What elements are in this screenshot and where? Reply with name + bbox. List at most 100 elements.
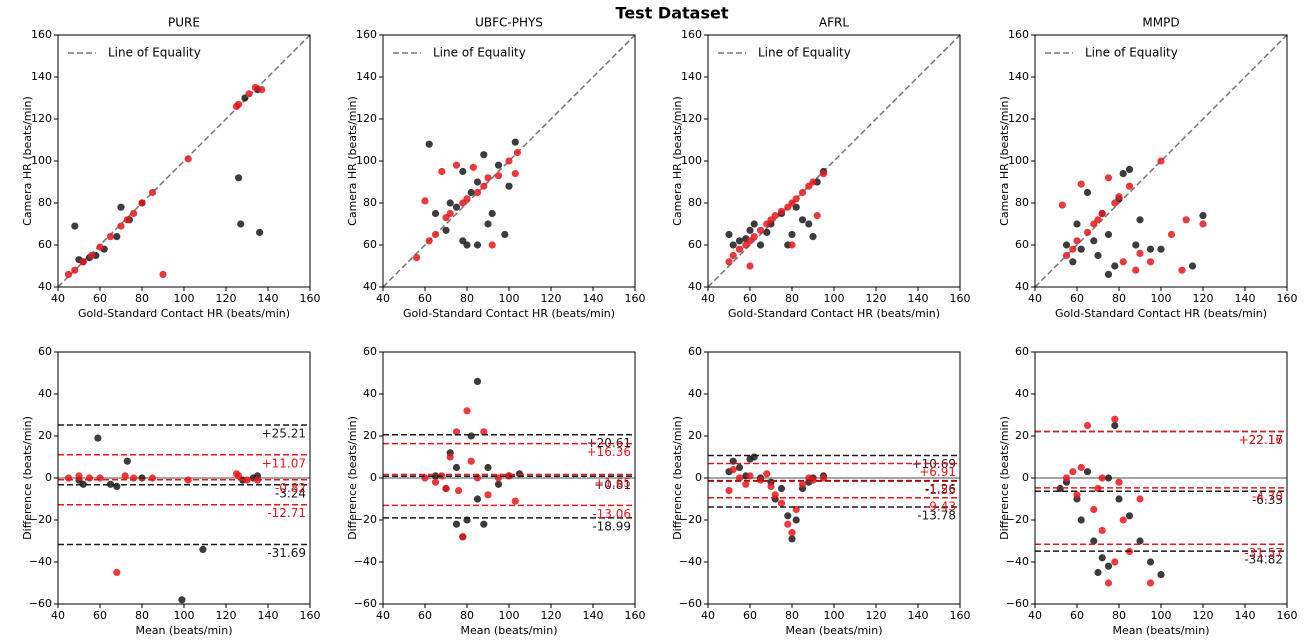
point <box>484 174 492 182</box>
subplot-title: MMPD <box>1142 16 1179 30</box>
point <box>792 195 800 203</box>
point <box>1115 495 1123 503</box>
x-tick-label: 160 <box>300 609 321 622</box>
x-axis-label: Gold-Standard Contact HR (beats/min) <box>728 307 940 320</box>
point <box>729 251 737 260</box>
y-tick-label: −20 <box>679 513 702 526</box>
x-tick-label: 140 <box>1235 609 1256 622</box>
y-tick-label: 60 <box>38 238 52 251</box>
reference-label: -13.06 <box>592 507 631 521</box>
point <box>446 209 454 218</box>
point <box>1090 537 1098 545</box>
reference-label: -9.43 <box>925 499 956 513</box>
x-tick-label: 160 <box>1277 609 1298 622</box>
y-tick-label: −20 <box>354 513 377 526</box>
point <box>1104 579 1113 587</box>
point <box>788 535 796 543</box>
subplot: 40 60 80 100 120 140 160 40 60 80 100 120 140 160 UBFC… <box>346 16 646 321</box>
point <box>742 480 750 488</box>
point <box>777 499 786 507</box>
point <box>1119 170 1127 178</box>
reference-label: -1.26 <box>925 482 956 496</box>
y-tick-label: 40 <box>688 280 702 293</box>
point <box>1073 491 1081 499</box>
point <box>138 474 146 482</box>
y-tick-label: −40 <box>679 555 702 568</box>
point <box>113 482 121 490</box>
point <box>431 230 440 239</box>
x-tick-label: 40 <box>51 292 65 305</box>
x-tick-label: 100 <box>824 292 845 305</box>
point <box>473 495 482 503</box>
y-tick-label: 100 <box>681 154 702 167</box>
point <box>784 520 792 528</box>
x-tick-label: 80 <box>460 292 474 305</box>
x-tick-label: 40 <box>701 292 715 305</box>
point <box>756 226 765 234</box>
y-tick-label: −60 <box>354 597 377 610</box>
legend-label: Line of Equality <box>758 46 851 60</box>
point <box>1167 230 1176 239</box>
points <box>1058 157 1207 278</box>
y-tick-label: 120 <box>356 112 377 125</box>
point <box>750 453 758 461</box>
figure-title: Test Dataset <box>616 4 729 23</box>
x-tick-label: 120 <box>541 292 562 305</box>
y-tick-label: 20 <box>363 429 377 442</box>
x-tick-label: 40 <box>1028 609 1042 622</box>
reference-label: -13.78 <box>917 508 956 522</box>
legend-label: Line of Equality <box>108 46 201 60</box>
y-tick-label: −20 <box>29 513 52 526</box>
x-tick-label: 80 <box>135 292 149 305</box>
x-tick-label: 60 <box>93 609 107 622</box>
reference-label: +22.16 <box>1239 433 1283 447</box>
point <box>258 86 266 94</box>
x-tick-label: 120 <box>216 609 237 622</box>
point <box>106 233 115 241</box>
point <box>725 487 733 495</box>
y-tick-label: 120 <box>1008 112 1029 125</box>
subplot: 40 60 80 100 120 140 160 40 60 80 100 120 140 160 PURE… <box>21 16 321 321</box>
y-tick-label: 60 <box>688 345 702 358</box>
point <box>1104 562 1113 570</box>
point <box>256 228 264 236</box>
point <box>735 463 744 472</box>
x-tick-label: 140 <box>908 609 929 622</box>
y-tick-label: 140 <box>356 70 377 83</box>
point <box>1062 474 1071 482</box>
x-tick-label: 120 <box>1193 292 1214 305</box>
y-tick-label: 100 <box>31 154 52 167</box>
point <box>463 241 471 249</box>
subplot-title: PURE <box>168 16 200 30</box>
point <box>88 251 96 260</box>
points <box>1056 415 1165 587</box>
point <box>725 230 733 239</box>
point <box>746 472 754 480</box>
point <box>1136 537 1144 545</box>
x-tick-label: 80 <box>785 609 799 622</box>
point <box>442 226 450 234</box>
point <box>746 226 754 234</box>
y-axis-label: Difference (beats/min) <box>346 416 359 540</box>
point <box>788 529 796 537</box>
x-tick-label: 160 <box>625 292 646 305</box>
x-tick-label: 140 <box>583 292 604 305</box>
point <box>413 254 421 262</box>
y-tick-label: −40 <box>29 555 52 568</box>
point <box>1094 251 1102 260</box>
x-axis-label: Mean (beats/min) <box>785 624 882 637</box>
point <box>480 428 488 436</box>
point <box>130 474 138 482</box>
point <box>467 188 475 197</box>
point <box>1077 516 1085 524</box>
y-tick-label: −60 <box>1006 597 1029 610</box>
point <box>813 212 821 220</box>
x-tick-label: 120 <box>866 292 887 305</box>
point <box>1125 182 1134 190</box>
point <box>480 151 488 159</box>
subplot: 40 60 80 100 120 140 160 −60 −40 −20 0 20 40 60 Mean (… <box>998 345 1298 637</box>
point <box>94 434 102 442</box>
plot-frame <box>1034 34 1288 288</box>
point <box>117 203 125 211</box>
point <box>1157 571 1165 579</box>
